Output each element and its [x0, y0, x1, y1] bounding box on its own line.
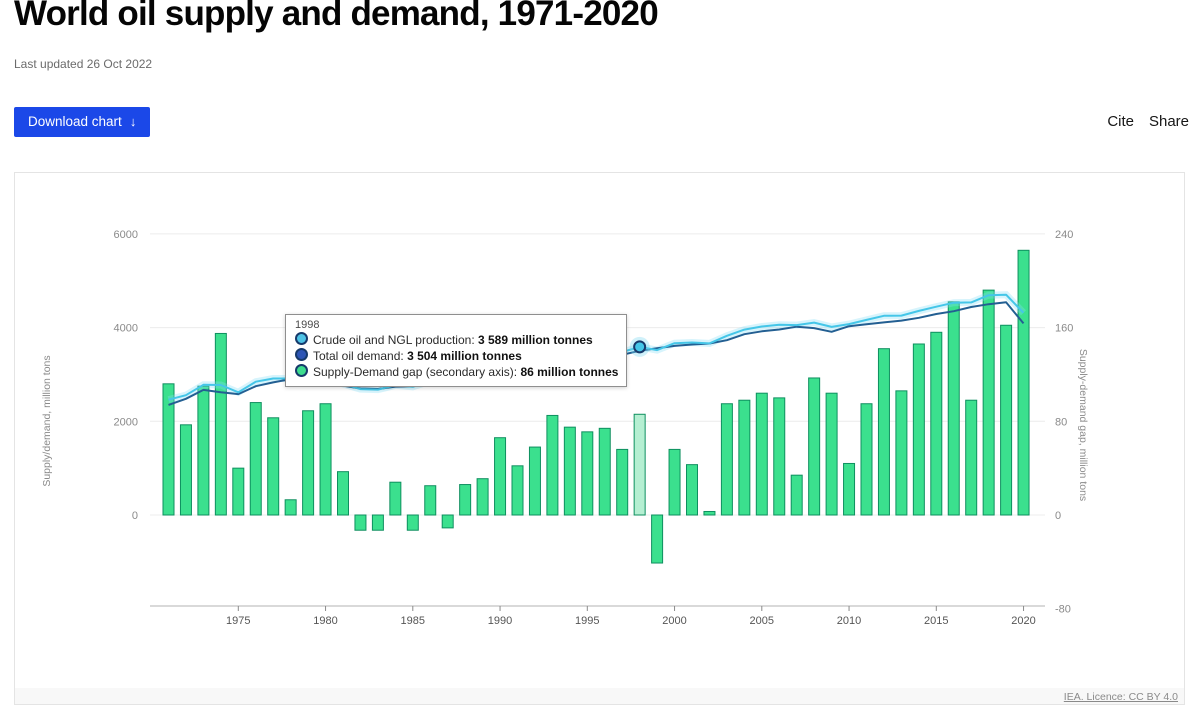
- bar-1997[interactable]: [616, 448, 629, 516]
- bar-1979[interactable]: [302, 410, 315, 516]
- y-tick-label-left: 6000: [114, 229, 138, 241]
- tooltip-label: Crude oil and NGL production:: [313, 333, 478, 347]
- y-tick-label-left: 2000: [114, 416, 138, 428]
- x-tick-label-1985: 1985: [401, 615, 425, 627]
- bar-2007[interactable]: [790, 474, 803, 516]
- bar-2004[interactable]: [738, 399, 751, 516]
- bar-2012[interactable]: [877, 348, 890, 516]
- bar-2019[interactable]: [1000, 324, 1013, 516]
- bar-2008[interactable]: [808, 377, 821, 516]
- bar-1996[interactable]: [598, 427, 611, 516]
- bar-2014[interactable]: [912, 343, 925, 516]
- tooltip-row-production: Crude oil and NGL production: 3 589 mill…: [295, 332, 617, 348]
- y-tick-label-left: 0: [132, 510, 138, 522]
- licence-link[interactable]: IEA. Licence: CC BY 4.0: [1063, 691, 1178, 703]
- bar-2018[interactable]: [982, 289, 995, 516]
- y-tick-label-right: -80: [1055, 604, 1071, 616]
- bar-1988[interactable]: [459, 484, 472, 516]
- right-axis-title: Supply-demand gap, million tons: [1077, 348, 1089, 502]
- bar-2016[interactable]: [947, 301, 960, 516]
- bar-1975[interactable]: [232, 467, 245, 516]
- chart-card: 6000 4000 2000 0 -80 0 80 160 240 1975 1980 1985 199…: [14, 172, 1185, 705]
- chart-tooltip: 1998 Crude oil and NGL production: 3 589…: [285, 314, 627, 387]
- tooltip-label: Supply-Demand gap (secondary axis):: [313, 365, 521, 379]
- bar-1978[interactable]: [284, 499, 297, 516]
- page-title: World oil supply and demand, 1971-2020: [14, 0, 659, 33]
- bar-1972[interactable]: [179, 424, 192, 516]
- gap-series-dot-icon: [295, 364, 308, 377]
- demand-series-dot-icon: [295, 348, 308, 361]
- tooltip-row-gap: Supply-Demand gap (secondary axis): 86 m…: [295, 364, 619, 380]
- bar-2009[interactable]: [825, 392, 838, 516]
- tooltip-row-demand: Total oil demand: 3 504 million tonnes: [295, 348, 617, 364]
- bar-1985[interactable]: [406, 514, 419, 531]
- tooltip-label: Total oil demand:: [313, 349, 408, 363]
- bar-1977[interactable]: [267, 417, 280, 516]
- hover-marker[interactable]: [633, 340, 647, 354]
- bar-1993[interactable]: [546, 414, 559, 516]
- bar-2002[interactable]: [703, 510, 716, 516]
- x-tick-label-2015: 2015: [924, 615, 948, 627]
- y-tick-label-right: 80: [1055, 416, 1067, 428]
- bar-2006[interactable]: [773, 397, 786, 516]
- tooltip-value: 3 504 million tonnes: [407, 349, 522, 363]
- bar-2003[interactable]: [720, 403, 733, 516]
- bar-2000[interactable]: [668, 448, 681, 516]
- bar-1999[interactable]: [651, 514, 664, 564]
- bar-1982[interactable]: [354, 514, 367, 531]
- bar-1994[interactable]: [563, 426, 576, 516]
- chart-svg: 6000 4000 2000 0 -80 0 80 160 240 1975 1980 1985 199…: [114, 229, 1074, 627]
- production-series-dot-icon: [295, 332, 308, 345]
- bar-1976[interactable]: [249, 402, 262, 516]
- y-tick-label-left: 4000: [114, 323, 138, 335]
- bar-2017[interactable]: [965, 399, 978, 516]
- tooltip-value: 3 589 million tonnes: [477, 333, 593, 347]
- x-tick-label-2010: 2010: [837, 615, 861, 627]
- bar-1990[interactable]: [494, 437, 507, 516]
- card-footer-strip: IEA. Licence: CC BY 4.0: [15, 688, 1184, 704]
- bar-1981[interactable]: [337, 471, 349, 516]
- y-tick-label-right: 240: [1055, 229, 1073, 241]
- left-axis-title: Supply/demand, million tons: [41, 355, 53, 487]
- x-tick-label-2005: 2005: [750, 615, 774, 627]
- bar-2001[interactable]: [686, 464, 698, 516]
- x-tick-label-2000: 2000: [662, 615, 686, 627]
- bar-2020[interactable]: [1017, 249, 1030, 516]
- download-chart-button[interactable]: Download chart ↓: [14, 107, 151, 137]
- bar-1974[interactable]: [214, 332, 227, 516]
- x-tick-label-1995: 1995: [575, 615, 599, 627]
- bar-1995[interactable]: [581, 431, 594, 516]
- bar-1989[interactable]: [476, 478, 489, 516]
- bar-2005[interactable]: [755, 392, 768, 516]
- y-tick-label-right: 160: [1055, 323, 1073, 335]
- last-updated: Last updated 26 Oct 2022: [14, 57, 153, 71]
- bar-2015[interactable]: [930, 331, 943, 516]
- download-arrow-icon: ↓: [129, 114, 137, 129]
- bar-2013[interactable]: [895, 390, 908, 516]
- tooltip-year: 1998: [295, 319, 320, 331]
- bar-1992[interactable]: [528, 446, 541, 516]
- bar-1973[interactable]: [197, 385, 210, 516]
- bar-1987[interactable]: [441, 514, 454, 529]
- download-button-label: Download chart: [28, 114, 122, 129]
- cite-link[interactable]: Cite: [1107, 113, 1134, 130]
- bar-1983[interactable]: [371, 514, 384, 531]
- x-tick-label-1990: 1990: [488, 615, 512, 627]
- bar-2010[interactable]: [843, 462, 856, 516]
- bar-2011[interactable]: [860, 403, 873, 516]
- x-tick-label-1975: 1975: [226, 615, 250, 627]
- bar-1986[interactable]: [424, 485, 437, 516]
- x-tick-label-1980: 1980: [313, 615, 337, 627]
- x-tick-label-2020: 2020: [1011, 615, 1035, 627]
- bar-1998[interactable]: [633, 413, 646, 516]
- share-link[interactable]: Share: [1148, 113, 1189, 130]
- bar-1971[interactable]: [162, 383, 175, 516]
- bar-1991[interactable]: [511, 465, 524, 516]
- y-tick-label-right: 0: [1055, 510, 1061, 522]
- tooltip-value: 86 million tonnes: [520, 365, 619, 379]
- bar-1984[interactable]: [389, 481, 402, 516]
- bar-1980[interactable]: [319, 403, 332, 516]
